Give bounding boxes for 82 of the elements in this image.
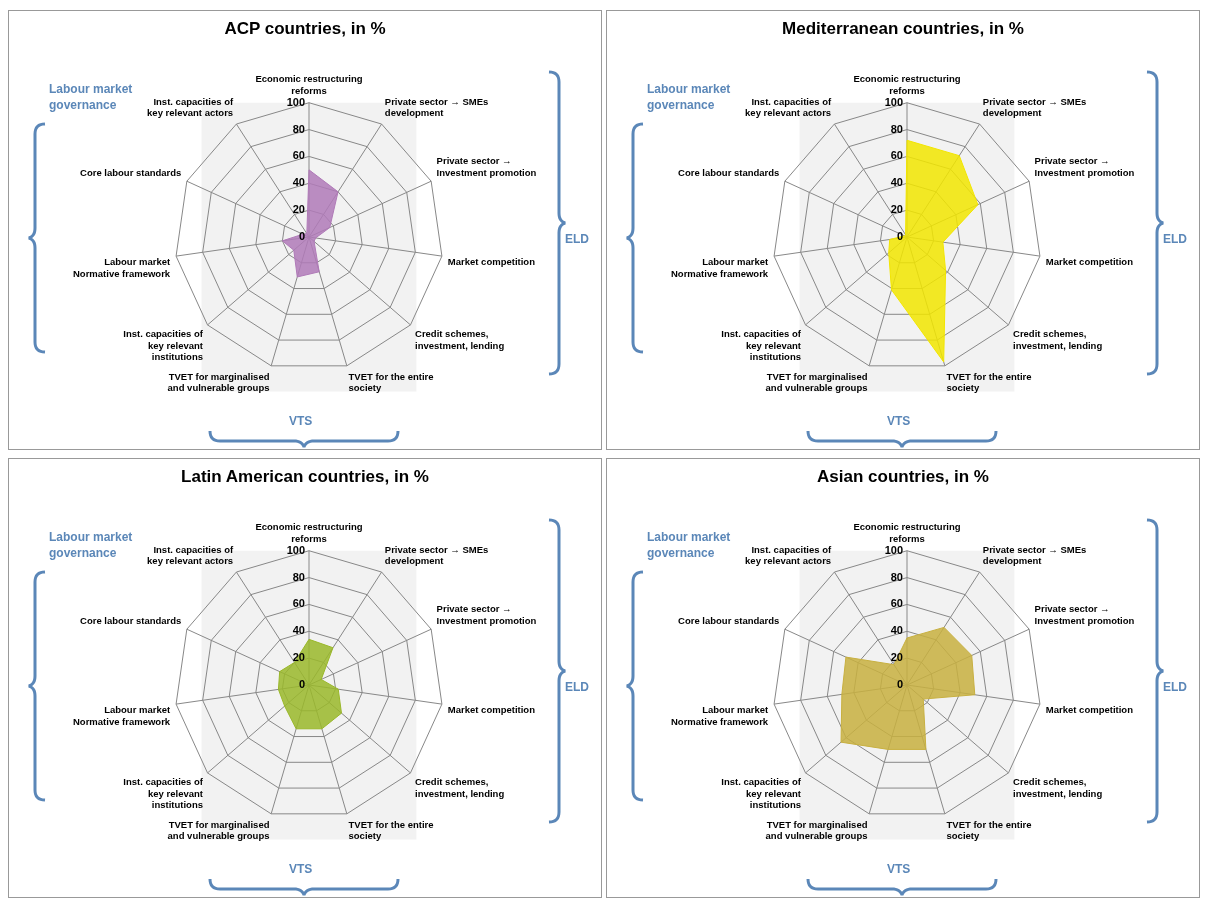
text: ELD [1163, 679, 1188, 695]
spoke-label: Core labour standards [80, 614, 182, 626]
spoke-label: Economic restructuring reforms [853, 521, 961, 544]
text: Labour market governance [49, 82, 133, 112]
spoke-label: Inst. capacities of key relevant institutions [123, 328, 204, 362]
text: Labour market governance [647, 82, 731, 112]
spoke-label: Labour market Normative framework [72, 256, 171, 279]
spoke-label: TVET for the entire society [348, 370, 434, 394]
chart-title: Mediterranean countries, in % [782, 18, 1024, 38]
text: VTS [887, 413, 912, 429]
spoke-label: Private sector → SMEs development [384, 95, 489, 118]
spoke-label: Inst. capacities of key relevant actors [745, 543, 832, 566]
text: Labour market governance [647, 530, 731, 560]
y-tick-label: 60 [292, 597, 305, 610]
y-tick-label: 100 [884, 543, 903, 556]
y-tick-label: 80 [890, 122, 903, 135]
y-tick-label: 20 [890, 203, 903, 216]
y-tick-label: 20 [292, 203, 305, 216]
spoke-label: TVET for marginalised and vulnerable groups [167, 370, 270, 394]
y-tick-label: 0 [896, 678, 903, 691]
spoke-label: TVET for the entire society [946, 370, 1032, 394]
y-tick-label: 0 [298, 230, 305, 243]
spoke-label: Market competition [1045, 256, 1134, 268]
spoke-label: Private sector → SMEs development [982, 543, 1087, 566]
y-tick-label: 60 [890, 149, 903, 162]
y-tick-label: 60 [890, 597, 903, 610]
text: VTS [289, 413, 314, 429]
spoke-label: Private sector → SMEs development [982, 95, 1087, 118]
y-tick-label: 40 [292, 624, 305, 637]
spoke-label: Market competition [447, 704, 536, 716]
spoke-label: Core labour standards [678, 166, 780, 178]
spoke-label: Labour market Normative framework [670, 256, 769, 279]
spoke-label: Private sector → Investment promotion [1034, 155, 1135, 178]
spoke-label: Labour market Normative framework [670, 704, 769, 727]
text: VTS [887, 861, 912, 877]
spoke-label: Credit schemes, investment, lending [1013, 328, 1103, 351]
chart-title: Asian countries, in % [817, 466, 989, 486]
spoke-label: TVET for marginalised and vulnerable groups [765, 818, 868, 842]
chart-title: Latin American countries, in % [181, 466, 429, 486]
y-tick-label: 100 [286, 543, 305, 556]
spoke-label: Core labour standards [678, 614, 780, 626]
spoke-label: Inst. capacities of key relevant institutions [123, 776, 204, 810]
spoke-label: Inst. capacities of key relevant actors [745, 95, 832, 118]
chart-title: ACP countries, in % [224, 18, 386, 38]
text: ELD [565, 679, 590, 695]
y-tick-label: 80 [890, 570, 903, 583]
y-tick-label: 40 [292, 176, 305, 189]
spoke-label: Credit schemes, investment, lending [415, 776, 505, 799]
spoke-label: Economic restructuring reforms [255, 521, 363, 544]
spoke-label: TVET for the entire society [348, 818, 434, 842]
spoke-label: Inst. capacities of key relevant institutions [721, 776, 802, 810]
text: ELD [1163, 231, 1188, 247]
text: Labour market governance [49, 530, 133, 560]
spoke-label: Private sector → Investment promotion [436, 603, 537, 626]
text: ELD [565, 231, 590, 247]
y-tick-label: 80 [292, 122, 305, 135]
y-tick-label: 100 [884, 95, 903, 108]
text: VTS [289, 861, 314, 877]
spoke-label: TVET for marginalised and vulnerable groups [167, 818, 270, 842]
spoke-label: Private sector → SMEs development [384, 543, 489, 566]
spoke-label: Inst. capacities of key relevant actors [147, 95, 234, 118]
y-tick-label: 80 [292, 570, 305, 583]
spoke-label: TVET for marginalised and vulnerable groups [765, 370, 868, 394]
y-tick-label: 40 [890, 176, 903, 189]
spoke-label: Credit schemes, investment, lending [1013, 776, 1103, 799]
spoke-label: Core labour standards [80, 166, 182, 178]
spoke-label: Credit schemes, investment, lending [415, 328, 505, 351]
spoke-label: Private sector → Investment promotion [436, 155, 537, 178]
spoke-label: Labour market Normative framework [72, 704, 171, 727]
spoke-label: Economic restructuring reforms [255, 73, 363, 96]
spoke-label: TVET for the entire society [946, 818, 1032, 842]
y-tick-label: 60 [292, 149, 305, 162]
spoke-label: Inst. capacities of key relevant actors [147, 543, 234, 566]
spoke-label: Market competition [1045, 704, 1134, 716]
spoke-label: Private sector → Investment promotion [1034, 603, 1135, 626]
spoke-label: Inst. capacities of key relevant institutions [721, 328, 802, 362]
y-tick-label: 20 [890, 651, 903, 664]
y-tick-label: 40 [890, 624, 903, 637]
spoke-label: Market competition [447, 256, 536, 268]
y-tick-label: 100 [286, 95, 305, 108]
spoke-label: Economic restructuring reforms [853, 73, 961, 96]
y-tick-label: 0 [298, 678, 305, 691]
